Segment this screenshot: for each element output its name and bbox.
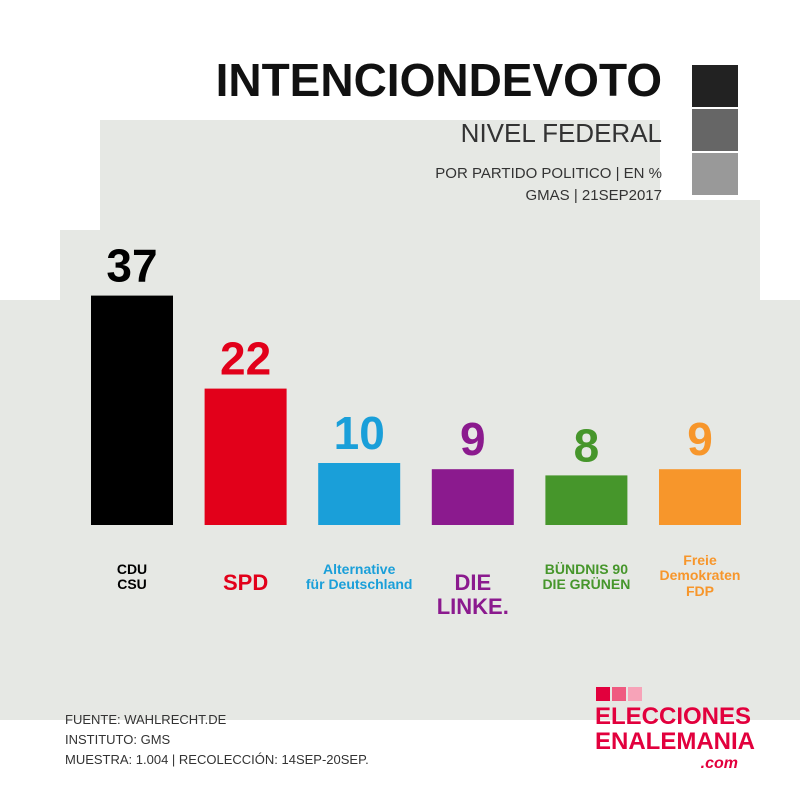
gray-squares — [692, 65, 738, 195]
value-label: 22 — [220, 333, 271, 385]
bar — [431, 469, 514, 525]
bar — [659, 469, 741, 525]
brand: ENALEMANIA — [595, 728, 755, 755]
subtitle: NIVEL FEDERAL — [461, 118, 662, 148]
source: FUENTE: WAHLRECHT.DE — [65, 712, 227, 727]
bar — [91, 295, 173, 525]
category-label: BÜNDNIS 90 DIE GRÜNEN — [542, 561, 631, 593]
category-label: Freie Demokraten FDP — [659, 552, 741, 599]
value-label: 37 — [106, 240, 157, 292]
value-label: 8 — [574, 419, 600, 471]
note: POR PARTIDO POLITICO | EN % — [435, 165, 662, 182]
value-label: 9 — [460, 413, 486, 465]
brand-squares — [596, 687, 642, 701]
source: INSTITUTO: GMS — [65, 732, 171, 747]
category-label: CDU CSU — [116, 561, 148, 593]
bar — [318, 463, 401, 525]
category-label: SPD — [222, 570, 269, 595]
category-label: DIE LINKE. — [436, 570, 509, 620]
chart-title: INTENCIONDEVOTO — [216, 54, 662, 106]
bar — [204, 388, 287, 525]
bar — [545, 475, 628, 525]
brand: .com — [701, 755, 738, 772]
brand: ELECCIONES — [595, 703, 751, 730]
note: GMAS | 21SEP2017 — [526, 187, 662, 204]
category-label: Alternative für Deutschland — [305, 561, 413, 593]
value-label: 9 — [687, 413, 713, 465]
source: MUESTRA: 1.004 | RECOLECCIÓN: 14SEP-20SE… — [65, 752, 369, 767]
value-label: 10 — [334, 407, 385, 459]
